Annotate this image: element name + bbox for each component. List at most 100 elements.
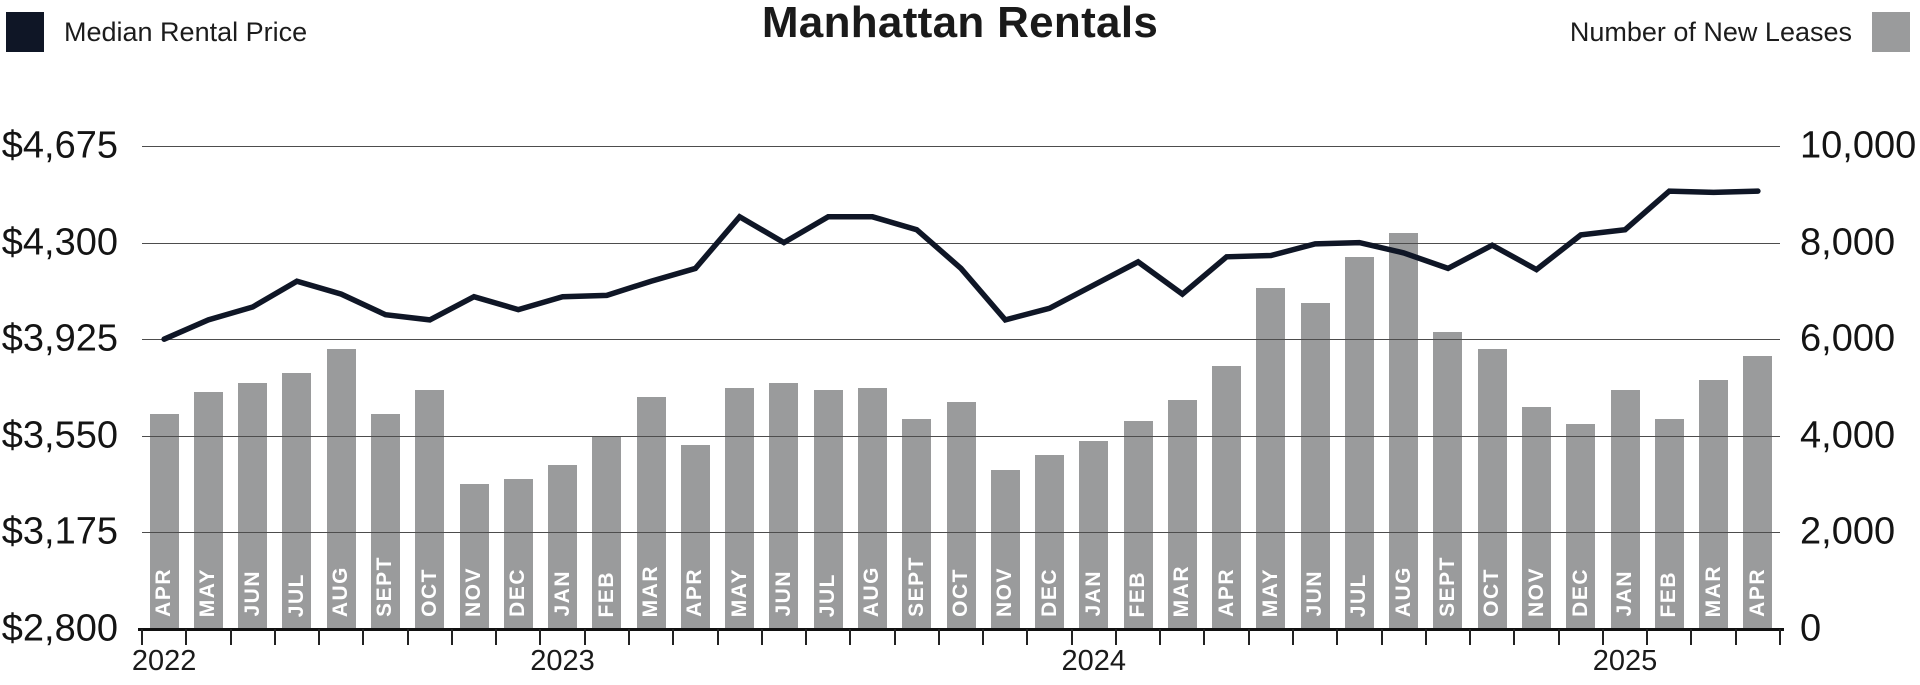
axis-tick-11 [627,629,630,645]
bar-jun-26 [1300,302,1330,629]
month-label-sept-29: SEPT [1435,556,1459,617]
axis-tick-15 [805,629,808,645]
axis-tick-1 [185,629,188,645]
axis-tick-20 [1026,629,1029,645]
legend-median-label: Median Rental Price [64,17,308,47]
month-label-feb-10: FEB [594,570,618,618]
axis-tick-27 [1336,629,1339,645]
legend-leases-label: Number of New Leases [1569,17,1852,47]
gridline-3925 [142,339,1780,341]
bar-may-1 [193,392,223,629]
axis-tick-28 [1380,629,1383,645]
axis-tick-29 [1424,629,1427,645]
bar-apr-36 [1743,356,1773,629]
bar-jan-9 [548,464,578,629]
bar-apr-24 [1212,365,1242,629]
bar-jul-15 [813,389,843,629]
bar-nov-31 [1522,406,1551,629]
month-label-may-1: MAY [196,567,220,617]
axis-tick-10 [583,629,586,645]
month-label-feb-34: FEB [1657,570,1681,618]
axis-tick-16 [849,629,852,645]
bar-may-25 [1256,288,1286,629]
month-label-feb-22: FEB [1126,570,1150,618]
bar-aug-16 [857,387,887,629]
month-label-oct-6: OCT [417,568,441,617]
axis-tick-8 [495,629,498,645]
y-axis-label-right-3: 4,000 [1800,414,1896,457]
gridline-4675 [142,146,1780,147]
bar-jan-33 [1610,389,1640,629]
axis-tick-2 [229,629,232,645]
axis-tick-3 [273,629,276,645]
gridline-3175 [142,532,1780,534]
bar-nov-19 [990,469,1020,629]
axis-tick-12 [672,629,675,645]
month-label-sept-5: SEPT [373,556,397,617]
year-label-2022: 2022 [131,645,197,677]
month-label-aug-16: AUG [860,565,884,617]
legend-new-leases: Number of New Leases [1570,12,1910,52]
axis-tick-35 [1690,629,1693,645]
month-label-dec-32: DEC [1568,568,1592,617]
bar-oct-18 [946,401,976,629]
axis-tick-18 [937,629,940,645]
month-label-nov-7: NOV [462,566,486,617]
bar-feb-34 [1654,418,1684,629]
axis-tick-14 [760,629,763,645]
month-label-apr-0: APR [152,568,176,617]
axis-tick-36 [1734,629,1737,645]
bar-aug-4 [326,348,356,629]
axis-tick-33 [1601,629,1604,645]
axis-tick-34 [1646,629,1649,645]
month-label-jul-27: JUL [1347,572,1371,617]
axis-tick-17 [893,629,896,645]
new-leases-swatch-icon [1872,12,1910,52]
year-label-2023: 2023 [530,645,595,677]
axis-tick-21 [1070,629,1073,645]
axis-tick-24 [1203,629,1206,645]
bar-dec-32 [1566,423,1596,629]
month-label-jan-9: JAN [550,570,574,617]
bar-sept-17 [902,418,932,629]
month-label-jul-3: JUL [284,572,308,617]
month-label-nov-19: NOV [993,566,1017,617]
y-axis-label-right-1: 8,000 [1800,221,1896,264]
month-label-jul-15: JUL [816,572,840,617]
bar-may-13 [725,387,755,629]
y-axis-label-left-3: $3,550 [1,414,118,457]
gridline-3550 [142,435,1780,437]
axis-tick-23 [1159,629,1162,645]
month-label-jun-14: JUN [771,570,795,617]
bar-jun-2 [238,382,268,629]
bar-nov-7 [459,484,489,629]
median-rental-price-line [161,188,1761,342]
month-label-jan-33: JAN [1613,570,1637,617]
axis-tick-5 [362,629,365,645]
month-label-apr-24: APR [1214,568,1238,617]
median-price-swatch-icon [6,12,44,52]
bar-mar-35 [1699,380,1729,629]
y-axis-label-left-0: $4,675 [1,124,118,167]
bar-apr-0 [149,414,179,629]
month-label-apr-36: APR [1745,568,1769,617]
month-label-dec-8: DEC [506,568,530,617]
month-label-apr-12: APR [683,568,707,617]
month-label-may-13: MAY [727,567,751,617]
bar-sept-29 [1433,331,1463,629]
axis-tick-30 [1469,629,1472,645]
year-label-2025: 2025 [1592,645,1658,677]
month-label-oct-30: OCT [1480,568,1504,617]
axis-tick-26 [1292,629,1295,645]
bar-jan-21 [1079,440,1109,629]
axis-tick-19 [982,629,985,645]
axis-tick-37 [1779,629,1781,645]
month-label-oct-18: OCT [949,568,972,617]
month-label-jun-2: JUN [240,570,264,617]
y-axis-label-right-0: 10,000 [1800,124,1917,167]
month-label-may-25: MAY [1258,567,1282,617]
month-label-jan-21: JAN [1081,570,1105,617]
y-axis-label-left-5: $2,800 [1,607,118,650]
